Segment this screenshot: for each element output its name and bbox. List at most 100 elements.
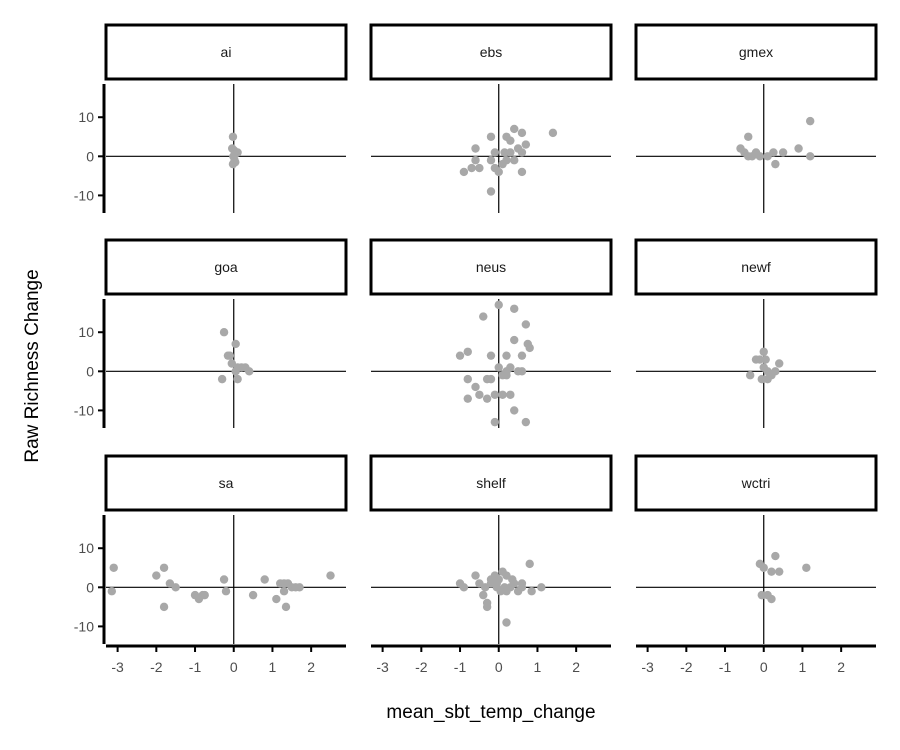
data-point (767, 594, 776, 604)
x-tick-label: -1 (454, 659, 467, 675)
facet-panel-goa: goa -10 0 10 (74, 238, 348, 428)
y-tick-label: 0 (86, 363, 94, 379)
data-point (281, 602, 291, 612)
data-point (231, 157, 240, 167)
data-point (171, 583, 180, 592)
data-point (471, 382, 480, 392)
data-point (767, 567, 776, 576)
data-point (805, 152, 815, 161)
data-point (467, 163, 476, 173)
data-point (527, 587, 536, 596)
facet-strip-label: ebs (480, 44, 503, 60)
y-tick-label: 10 (78, 324, 94, 340)
data-point (525, 343, 534, 353)
x-tick-label: -1 (189, 659, 202, 675)
data-point (463, 394, 472, 403)
data-point (471, 144, 480, 153)
x-tick-label: -3 (111, 659, 124, 675)
data-point (502, 351, 511, 360)
facet-strip-label: ai (221, 44, 232, 60)
x-tick-label: -2 (415, 659, 428, 675)
data-point (471, 156, 480, 165)
data-point (506, 136, 515, 145)
data-point (745, 371, 755, 380)
data-point (755, 152, 765, 161)
data-point (759, 347, 768, 356)
data-point (463, 374, 472, 384)
data-point (510, 124, 519, 134)
facet-panel-neus: neus (369, 238, 613, 428)
data-point (326, 571, 335, 580)
data-point (159, 602, 169, 612)
facet-panel-wctri: wctri -3 -2 -1 0 1 2 (634, 454, 878, 675)
x-tick-label: 1 (799, 659, 807, 675)
data-point (548, 128, 558, 138)
data-point (245, 367, 254, 376)
x-tick-label: 0 (495, 659, 503, 675)
data-point (755, 355, 765, 364)
data-point (506, 148, 515, 157)
x-tick-label: 0 (760, 659, 768, 675)
data-point (805, 116, 815, 126)
data-point (502, 618, 511, 627)
data-point (459, 167, 469, 177)
data-point (510, 156, 519, 165)
data-point (260, 575, 269, 584)
facet-strip-label: shelf (476, 475, 506, 491)
data-point (771, 367, 780, 376)
data-point (517, 148, 527, 157)
facet-strip (369, 23, 613, 81)
y-tick-label: -10 (74, 618, 94, 634)
data-point (455, 351, 465, 360)
x-tick-label: 2 (307, 659, 315, 675)
x-tick-label: -2 (680, 659, 693, 675)
data-point (510, 406, 519, 415)
data-point (486, 187, 496, 196)
data-point (525, 559, 534, 569)
data-point (802, 563, 811, 572)
data-point (233, 148, 242, 157)
y-tick-label: -10 (74, 402, 94, 418)
data-point (486, 156, 496, 165)
data-point (775, 359, 784, 368)
facet-panel-newf: newf (634, 238, 878, 428)
data-point (231, 339, 240, 349)
data-point (475, 163, 484, 173)
facet-strip-label: newf (741, 259, 771, 275)
data-point (510, 304, 519, 313)
data-point (471, 571, 480, 580)
facet-panel-gmex: gmex (634, 23, 878, 213)
data-point (459, 583, 469, 592)
facet-strip (104, 454, 348, 512)
x-tick-label: 2 (572, 659, 580, 675)
data-point (494, 300, 503, 310)
facet-strip (634, 454, 878, 512)
data-point (517, 167, 527, 177)
data-point (463, 347, 472, 356)
data-point (517, 128, 527, 138)
y-tick-label: 10 (78, 540, 94, 556)
data-point (233, 374, 242, 384)
data-point (494, 167, 503, 177)
facet-strip (369, 238, 613, 296)
facet-strip-label: gmex (739, 44, 773, 60)
facet-strip (369, 454, 613, 512)
data-point (279, 587, 289, 596)
x-tick-label: 0 (230, 659, 238, 675)
data-point (761, 355, 770, 364)
data-point (200, 590, 209, 600)
data-point (510, 579, 519, 588)
facet-panel-ebs: ebs (369, 23, 613, 213)
facet-strip (104, 23, 348, 81)
facet-strip-label: neus (476, 259, 506, 275)
facet-strip-label: sa (219, 475, 234, 491)
data-point (757, 374, 767, 384)
data-point (152, 571, 161, 580)
facet-strip (104, 238, 348, 296)
facet-strip-label: wctri (741, 475, 771, 491)
data-point (217, 374, 227, 384)
data-point (272, 594, 281, 604)
y-tick-label: 0 (86, 148, 94, 164)
